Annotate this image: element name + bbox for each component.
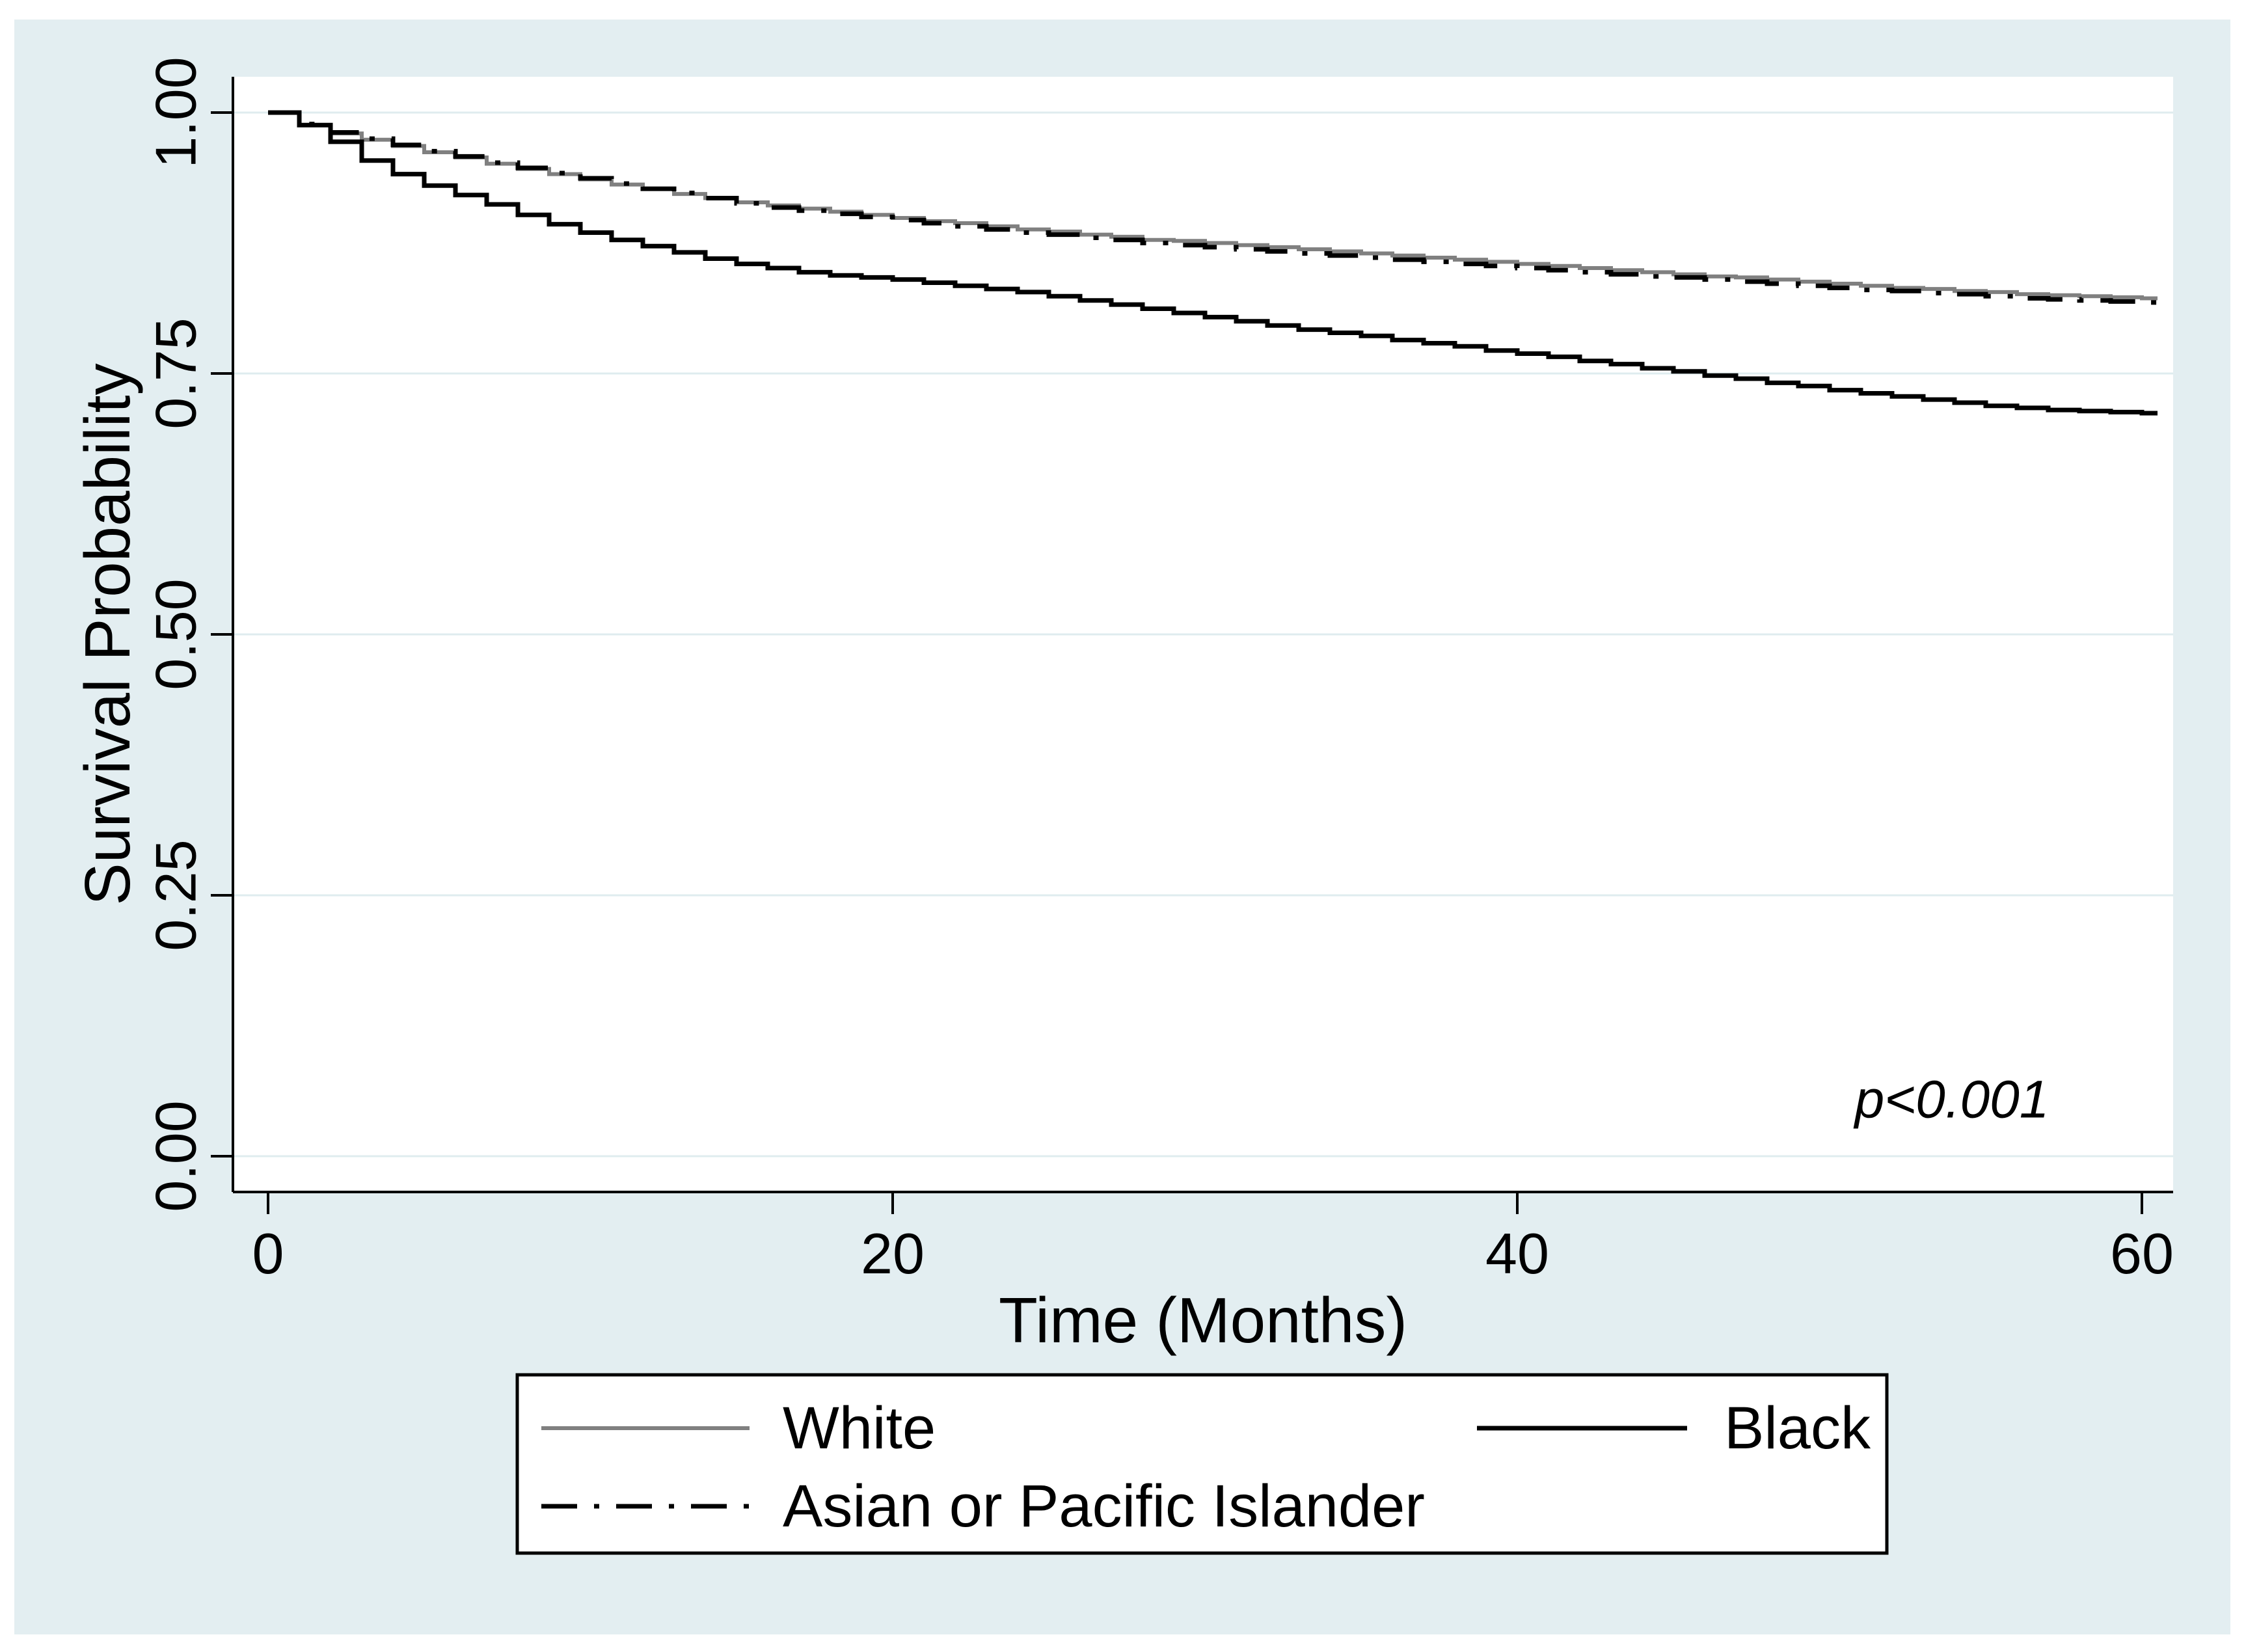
legend-label-asian: Asian or Pacific Islander <box>783 1473 1425 1539</box>
curve-asian-or-pacific-islander <box>268 110 2158 305</box>
legend-label-black: Black <box>1724 1395 1871 1461</box>
y-tick-label-0.75: 0.75 <box>144 318 208 429</box>
legend: White Black Asian or Pacific Islander <box>515 1373 1889 1555</box>
tick-labels: 0.00 0.25 0.50 0.75 1.00 0 20 40 60 <box>144 57 2174 1286</box>
p-value-annotation: p<0.001 <box>1853 1070 2050 1130</box>
curve-black <box>268 110 2158 416</box>
x-axis-title: Time (Months) <box>999 1284 1407 1356</box>
x-tick-label-60: 60 <box>2110 1221 2174 1286</box>
y-tick-label-0.25: 0.25 <box>144 839 208 951</box>
x-tick-label-0: 0 <box>252 1221 284 1286</box>
x-tick-label-40: 40 <box>1485 1221 1549 1286</box>
y-tick-label-0.00: 0.00 <box>144 1100 208 1212</box>
y-axis-title: Survival Probability <box>72 363 143 905</box>
gridlines <box>233 111 2173 1158</box>
survival-curves <box>268 110 2158 416</box>
x-tick-label-20: 20 <box>861 1221 925 1286</box>
y-tick-label-0.50: 0.50 <box>144 578 208 690</box>
legend-label-white: White <box>783 1395 936 1461</box>
axes <box>211 77 2173 1214</box>
legend-box <box>515 1373 1889 1555</box>
y-tick-label-1.00: 1.00 <box>144 57 208 168</box>
